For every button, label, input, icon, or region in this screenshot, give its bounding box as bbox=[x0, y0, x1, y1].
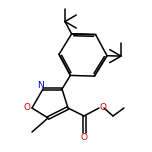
Text: O: O bbox=[100, 102, 107, 112]
Text: N: N bbox=[38, 81, 44, 90]
Text: O: O bbox=[81, 133, 88, 142]
Text: O: O bbox=[24, 104, 31, 112]
